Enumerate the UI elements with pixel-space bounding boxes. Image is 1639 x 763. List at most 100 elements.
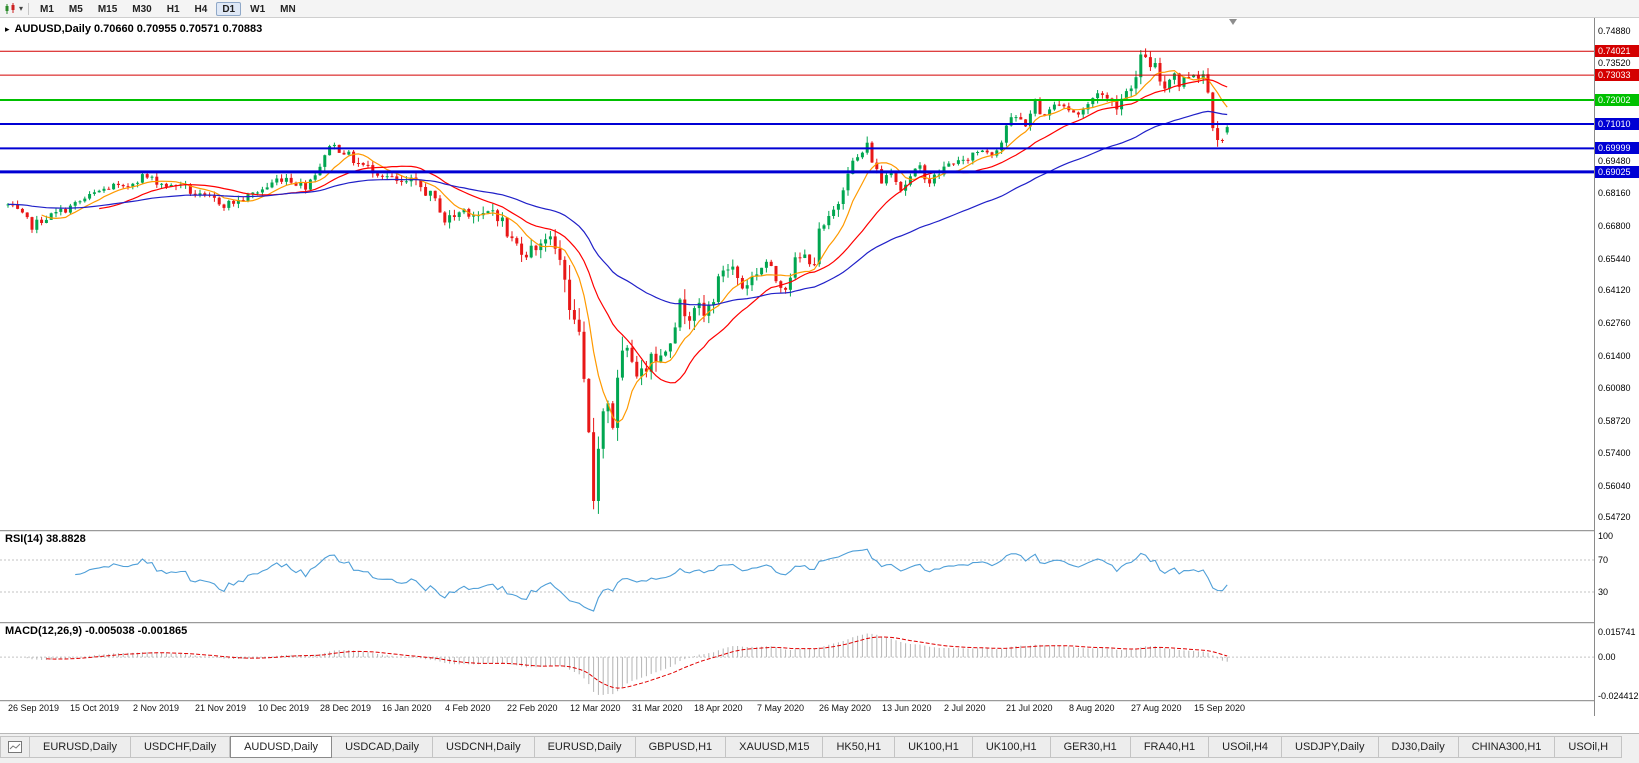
chart-tab-usdcnh-daily[interactable]: USDCNH,Daily xyxy=(433,736,535,758)
price-tick-label: 0.61400 xyxy=(1598,351,1631,361)
timeframe-buttons-group: M1 M5 M15 M30 H1 H4 D1 W1 MN xyxy=(34,1,302,16)
candlestick-series xyxy=(6,48,1229,514)
price-chart-panel[interactable]: ▸ AUDUSD,Daily 0.70660 0.70955 0.70571 0… xyxy=(0,18,1594,530)
panel-splitter-macd[interactable] xyxy=(0,622,1639,624)
chart-tab-dj30-daily[interactable]: DJ30,Daily xyxy=(1378,736,1459,758)
chart-tab-eurusd-daily[interactable]: EURUSD,Daily xyxy=(30,736,131,758)
chart-windows-icon-tab[interactable] xyxy=(0,736,30,758)
price-tick-label: 0.73520 xyxy=(1598,58,1631,68)
chart-tab-gbpusd-h1[interactable]: GBPUSD,H1 xyxy=(635,736,727,758)
chart-tab-usoil-h4[interactable]: USOil,H4 xyxy=(1209,736,1283,758)
timeframe-button-mn[interactable]: MN xyxy=(280,3,296,15)
chart-tab-xauusd-m15[interactable]: XAUUSD,M15 xyxy=(726,736,824,758)
price-tick-label: 0.74880 xyxy=(1598,26,1631,36)
timeframe-button-h4[interactable]: H4 xyxy=(194,3,208,15)
level-price-label: 0.74021 xyxy=(1595,45,1639,57)
chart-menu-icon[interactable] xyxy=(4,2,18,16)
macd-axis-label: 0.00 xyxy=(1598,652,1616,662)
chart-tab-uk100-h1[interactable]: UK100,H1 xyxy=(972,736,1051,758)
date-label: 8 Aug 2020 xyxy=(1069,703,1115,713)
level-price-label: 0.69999 xyxy=(1595,142,1639,154)
mini-chart-icon xyxy=(8,741,22,753)
price-tick-label: 0.60080 xyxy=(1598,383,1631,393)
timeframe-button-m1[interactable]: M1 xyxy=(40,3,54,15)
toolbar-separator xyxy=(28,2,30,15)
chart-tab-fra40-h1[interactable]: FRA40,H1 xyxy=(1130,736,1210,758)
macd-canvas[interactable] xyxy=(0,622,1594,700)
chart-tab-usdjpy-daily[interactable]: USDJPY,Daily xyxy=(1282,736,1379,758)
price-tick-label: 0.65440 xyxy=(1598,254,1631,264)
rsi-axis-label: 70 xyxy=(1598,555,1609,565)
macd-signal-line xyxy=(46,636,1228,689)
price-tick-label: 0.57400 xyxy=(1598,448,1631,458)
price-tick-label: 0.69480 xyxy=(1598,156,1631,166)
rsi-axis-label: 30 xyxy=(1598,587,1609,597)
date-label: 15 Oct 2019 xyxy=(70,703,120,713)
chart-tab-usdchf-daily[interactable]: USDCHF,Daily xyxy=(130,736,231,758)
date-label: 16 Jan 2020 xyxy=(382,703,432,713)
chart-tab-china300-h1[interactable]: CHINA300,H1 xyxy=(1458,736,1556,758)
date-label: 21 Nov 2019 xyxy=(195,703,247,713)
one-click-trading-icon[interactable]: ▸ xyxy=(5,23,10,34)
timeframe-button-h1[interactable]: H1 xyxy=(166,3,180,15)
level-price-label: 0.71010 xyxy=(1595,118,1639,130)
level-price-label: 0.69025 xyxy=(1595,166,1639,178)
date-label: 28 Dec 2019 xyxy=(320,703,372,713)
price-tick-label: 0.66800 xyxy=(1598,221,1631,231)
date-label: 26 Sep 2019 xyxy=(8,703,60,713)
date-label: 13 Jun 2020 xyxy=(882,703,932,713)
date-label: 22 Feb 2020 xyxy=(507,703,558,713)
chart-tab-uk100-h1[interactable]: UK100,H1 xyxy=(895,736,973,758)
date-label: 15 Sep 2020 xyxy=(1194,703,1246,713)
time-axis[interactable]: 26 Sep 2019 15 Oct 2019 2 Nov 2019 21 Nov 2… xyxy=(0,701,1594,716)
chart-tab-bar: EURUSD,Daily USDCHF,Daily AUDUSD,Daily USDC… xyxy=(0,733,1639,763)
chart-tab-eurusd-daily[interactable]: EURUSD,Daily xyxy=(534,736,636,758)
moving-average-8 xyxy=(41,69,1228,424)
moving-average-55 xyxy=(8,110,1228,306)
chart-tab-usoil-h[interactable]: USOil,H xyxy=(1555,736,1623,758)
level-price-label: 0.73033 xyxy=(1595,69,1639,81)
price-tick-label: 0.62760 xyxy=(1598,318,1631,328)
date-label: 2 Nov 2019 xyxy=(133,703,180,713)
macd-histogram xyxy=(26,633,1228,695)
ohlc-text: AUDUSD,Daily 0.70660 0.70955 0.70571 0.7… xyxy=(14,23,263,35)
ohlc-header: ▸ AUDUSD,Daily 0.70660 0.70955 0.70571 0… xyxy=(5,23,262,35)
date-label: 21 Jul 2020 xyxy=(1006,703,1053,713)
price-axis[interactable]: 0.74880 0.73520 0.69480 0.68160 0.66800 0.654… xyxy=(1594,18,1639,716)
timeframe-button-d1[interactable]: D1 xyxy=(216,1,242,16)
timeframe-button-m5[interactable]: M5 xyxy=(68,3,83,15)
date-label: 18 Apr 2020 xyxy=(694,703,743,713)
horizontal-level-lines[interactable] xyxy=(0,50,1594,174)
chart-menu-caret-icon[interactable]: ▾ xyxy=(19,4,24,13)
date-label: 31 Mar 2020 xyxy=(632,703,683,713)
timeframe-button-m15[interactable]: M15 xyxy=(97,3,118,15)
chart-tab-usdcad-daily[interactable]: USDCAD,Daily xyxy=(332,736,434,758)
rsi-canvas[interactable] xyxy=(0,530,1594,622)
rsi-axis-label: 100 xyxy=(1598,531,1614,541)
timeframe-toolbar: ▾ M1 M5 M15 M30 H1 H4 D1 W1 MN xyxy=(0,0,1639,18)
macd-label: MACD(12,26,9) -0.005038 -0.001865 xyxy=(5,625,188,637)
date-label: 27 Aug 2020 xyxy=(1131,703,1182,713)
timeframe-button-w1[interactable]: W1 xyxy=(250,3,266,15)
macd-indicator-panel[interactable]: MACD(12,26,9) -0.005038 -0.001865 xyxy=(0,622,1594,700)
rsi-line xyxy=(75,548,1228,612)
rsi-label: RSI(14) 38.8828 xyxy=(5,533,86,545)
price-tick-label: 0.56040 xyxy=(1598,481,1631,491)
price-chart-canvas[interactable] xyxy=(0,18,1594,530)
price-tick-label: 0.58720 xyxy=(1598,416,1631,426)
chart-shift-marker[interactable] xyxy=(1229,19,1237,25)
price-tick-label: 0.54720 xyxy=(1598,512,1631,522)
panel-splitter-rsi[interactable] xyxy=(0,530,1639,532)
date-label: 7 May 2020 xyxy=(757,703,805,713)
moving-average-20 xyxy=(99,78,1228,384)
macd-axis-label: 0.015741 xyxy=(1598,627,1636,637)
level-price-label: 0.72002 xyxy=(1595,94,1639,106)
date-label: 2 Jul 2020 xyxy=(944,703,986,713)
date-label: 4 Feb 2020 xyxy=(445,703,491,713)
chart-tab-hk50-h1[interactable]: HK50,H1 xyxy=(823,736,896,758)
rsi-indicator-panel[interactable]: RSI(14) 38.8828 xyxy=(0,530,1594,622)
chart-tab-audusd-daily[interactable]: AUDUSD,Daily xyxy=(230,736,333,758)
timeframe-button-m30[interactable]: M30 xyxy=(132,3,152,15)
chart-tab-ger30-h1[interactable]: GER30,H1 xyxy=(1050,736,1131,758)
